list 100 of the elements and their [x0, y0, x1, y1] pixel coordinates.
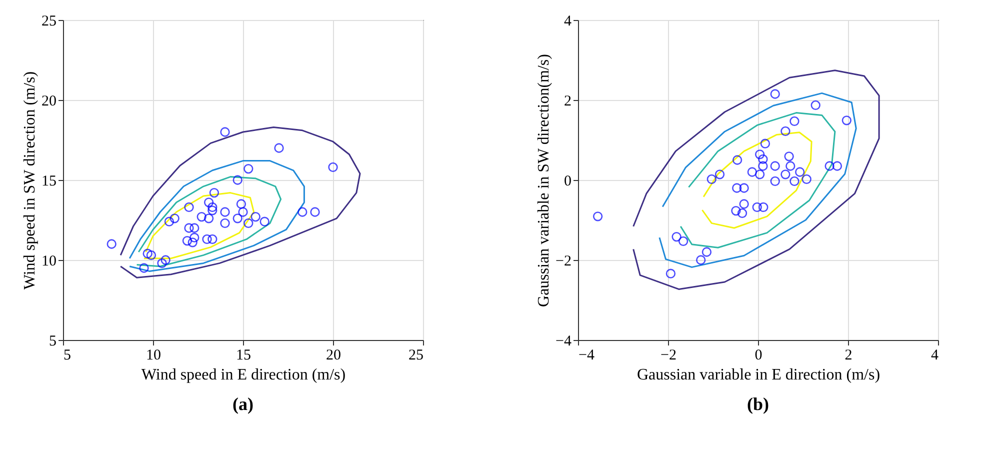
y-tick-label: −2 [556, 254, 572, 270]
line-series [632, 70, 880, 290]
point [184, 223, 194, 233]
point [220, 218, 230, 228]
point [160, 255, 170, 265]
text: (b) [747, 394, 770, 414]
point [666, 268, 676, 278]
point [770, 176, 780, 186]
point [220, 127, 230, 137]
line-series [658, 92, 857, 268]
point [754, 150, 765, 160]
point [758, 161, 768, 171]
text: (a) [232, 394, 254, 414]
line-series [120, 126, 361, 278]
point [714, 170, 725, 180]
x-tick-label: 5 [64, 348, 71, 364]
point [592, 212, 603, 222]
point [737, 208, 748, 218]
point [170, 214, 180, 224]
x-tick-label: −4 [578, 348, 595, 364]
x-tick-label: 2 [844, 348, 852, 364]
point [196, 212, 206, 222]
point [731, 206, 741, 216]
point [106, 239, 116, 249]
point [810, 100, 820, 110]
x-tick-label: 20 [326, 348, 341, 364]
point [232, 214, 242, 224]
line-series [680, 112, 836, 248]
y-tick-label: 10 [42, 254, 56, 270]
point [824, 161, 834, 171]
point [739, 199, 749, 209]
point [146, 250, 156, 260]
point [786, 161, 796, 171]
x-tick-label: 10 [146, 348, 161, 364]
point [780, 126, 790, 136]
point [758, 154, 768, 164]
point [232, 175, 242, 185]
point [220, 207, 230, 217]
y-tick-label: 25 [42, 14, 56, 30]
point [142, 248, 152, 258]
point [190, 232, 200, 242]
x-tick-label: 25 [408, 348, 424, 364]
point [770, 161, 780, 171]
point [298, 207, 308, 217]
point [770, 89, 780, 99]
point [802, 174, 812, 184]
point [696, 255, 706, 265]
point [706, 174, 716, 184]
point [760, 138, 770, 148]
point [250, 212, 260, 222]
y-tick-label: −4 [556, 334, 572, 350]
point [139, 263, 149, 273]
point [732, 155, 742, 165]
y-tick-label: 20 [42, 94, 56, 110]
point [747, 167, 757, 177]
point [328, 162, 338, 172]
point [188, 238, 198, 248]
y-tick-label: 4 [564, 14, 572, 30]
point [184, 202, 194, 212]
x-axis-title: Gaussian variable in E direction (m/s) [636, 366, 880, 384]
y-tick-label: 5 [49, 334, 56, 350]
point [244, 164, 254, 174]
point [209, 188, 220, 198]
line-series [701, 132, 812, 229]
point [758, 202, 768, 212]
point [238, 207, 248, 217]
point [236, 199, 246, 209]
point [795, 167, 805, 177]
point [678, 236, 688, 246]
line-series [128, 160, 305, 272]
point [310, 207, 320, 217]
point [732, 183, 742, 193]
line-series [143, 192, 255, 260]
point [157, 258, 167, 268]
point [260, 216, 270, 226]
point [752, 202, 762, 212]
y-axis-title: Gaussian variable in SW direction(m/s) [536, 54, 553, 307]
point [780, 170, 790, 180]
point [784, 152, 794, 162]
point [208, 202, 218, 212]
point [754, 170, 765, 180]
point [790, 116, 800, 126]
point [672, 232, 682, 242]
x-tick-label: 4 [931, 348, 939, 364]
point [182, 236, 192, 246]
y-tick-label: 15 [42, 174, 56, 190]
point [164, 216, 174, 226]
point [204, 214, 214, 224]
point [790, 176, 800, 186]
point [702, 247, 712, 257]
point [842, 116, 852, 126]
point [244, 218, 254, 228]
point [204, 198, 214, 208]
y-tick-label: 0 [564, 174, 572, 190]
point [208, 206, 218, 216]
point [832, 161, 842, 171]
point [208, 234, 218, 244]
x-tick-label: −2 [660, 348, 676, 364]
x-tick-label: 0 [754, 348, 762, 364]
line-series [136, 176, 282, 268]
